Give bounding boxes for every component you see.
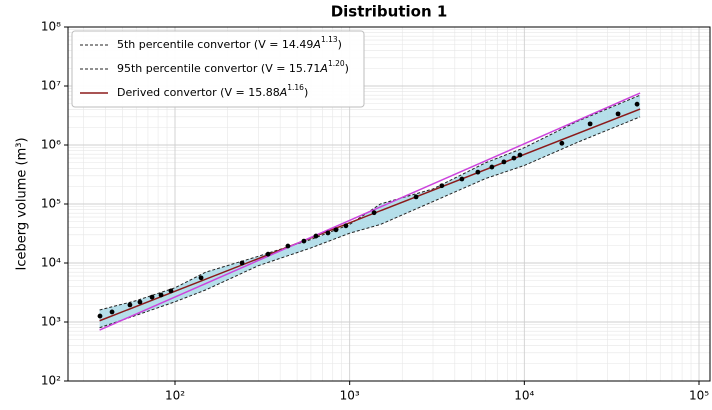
legend-exponent: 1.16 [287,83,304,92]
data-point [459,176,465,182]
legend-text: Derived convertor (V = 15.88 [117,86,280,99]
y-tick-label: 10⁷ [41,79,61,93]
data-point [343,223,349,229]
data-point [265,251,271,257]
data-point [475,169,481,175]
data-point [158,292,164,298]
data-point [333,227,339,233]
data-point [371,210,377,216]
x-tick-label: 10⁴ [514,389,534,403]
x-tick-label: 10³ [340,389,360,403]
data-point [439,183,445,189]
legend-exponent: 1.20 [328,59,345,68]
data-point [149,294,155,300]
data-point [489,164,495,170]
data-point [239,260,245,266]
data-point [559,140,565,146]
data-point [587,121,593,127]
legend-variable: A [312,38,321,51]
y-tick-label: 10² [41,374,61,388]
series-line [99,108,641,322]
legend-exponent: 1.13 [321,35,338,44]
y-tick-label: 10⁵ [41,197,61,211]
data-point [198,275,204,281]
x-tick-label: 10⁵ [689,389,709,403]
legend-text: 95th percentile convertor (V = 15.71 [117,62,320,75]
plot-frame [67,26,711,382]
y-tick-label: 10³ [41,315,61,329]
data-point [413,194,419,200]
y-tick-label: 10⁶ [41,138,61,152]
series-line [99,116,641,329]
data-point [97,313,103,319]
data-point [168,288,174,294]
legend-label: 5th percentile convertor (V = 14.49A1.13… [117,35,342,51]
x-tick-label: 10² [165,389,185,403]
data-point [511,155,517,161]
legend-label: Derived convertor (V = 15.88A1.16) [117,83,308,99]
data-point [109,309,115,315]
data-point [285,243,291,249]
data-point [127,302,133,308]
data-point [313,233,319,239]
legend-text: 5th percentile convertor (V = 14.49 [117,38,313,51]
data-point [634,101,640,107]
legend-variable: A [279,86,288,99]
y-axis-label: Iceberg volume (m³) [15,137,30,270]
chart-title: Distribution 1 [331,3,448,21]
series-line [99,92,641,331]
y-tick-label: 10⁸ [41,20,61,34]
legend-variable: A [319,62,328,75]
legend-text: ) [345,62,349,75]
data-point [615,111,621,117]
series-line [99,94,641,311]
y-tick-label: 10⁴ [41,256,61,270]
legend-text: ) [304,86,308,99]
data-point [301,238,307,244]
data-point [501,159,507,165]
legend-label: 95th percentile convertor (V = 15.71A1.2… [117,59,349,75]
data-point [517,152,523,158]
data-point [325,230,331,236]
legend-text: ) [338,38,342,51]
legend: 5th percentile convertor (V = 14.49A1.13… [71,30,365,108]
data-point [137,299,143,305]
legend-box [71,30,365,108]
